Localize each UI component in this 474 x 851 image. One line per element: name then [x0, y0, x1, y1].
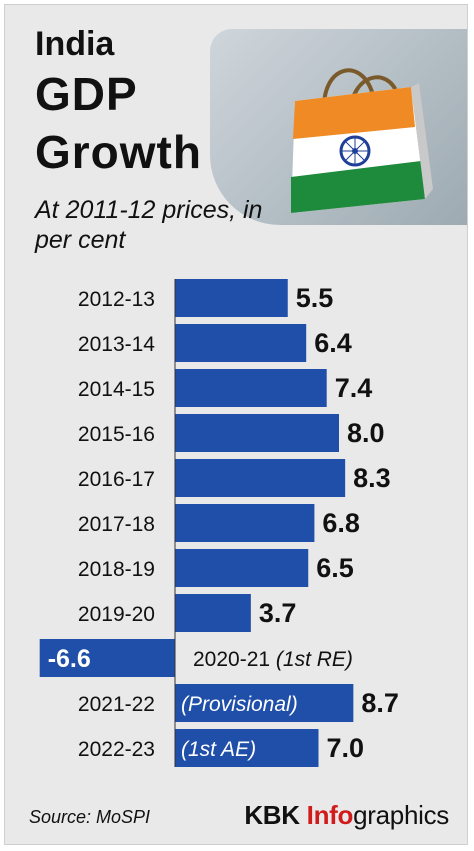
source-note: Source: MoSPI: [29, 807, 151, 827]
bar-2018-19: [175, 549, 309, 587]
year-label: 2015-16: [78, 423, 155, 446]
bar-2013-14: [175, 324, 307, 362]
bar-note: (1st RE): [276, 648, 353, 671]
brand-accent: Info: [306, 800, 354, 830]
bar-note: (Provisional): [181, 693, 298, 716]
bar-note: (1st AE): [181, 738, 256, 761]
value-label: 6.4: [314, 328, 352, 358]
brand-suffix: graphics: [353, 800, 449, 830]
bar-2015-16: [175, 414, 339, 452]
value-label: 8.7: [361, 688, 399, 718]
year-label: 2021-22: [78, 693, 155, 716]
title-line-3: Growth: [35, 126, 202, 178]
year-label: 2022-23: [78, 738, 155, 761]
year-label: 2014-15: [78, 378, 155, 401]
year-label: 2012-13: [78, 288, 155, 311]
year-label: 2013-14: [78, 333, 155, 356]
value-label: 6.5: [316, 553, 354, 583]
bar-2022-23: [175, 729, 319, 767]
value-label: 8.0: [347, 418, 385, 448]
year-label: 2016-17: [78, 468, 155, 491]
year-label: 2019-20: [78, 603, 155, 626]
bar-2017-18: [175, 504, 315, 542]
bar-2021-22: [175, 684, 354, 722]
brand-logo: KBK Infographics: [244, 800, 449, 831]
bar-2016-17: [175, 459, 346, 497]
value-label: 3.7: [259, 598, 297, 628]
brand-prefix: KBK: [244, 800, 307, 830]
value-label: 7.4: [335, 373, 373, 403]
subtitle: At 2011-12 prices, in per cent: [35, 196, 263, 254]
bar-2019-20: [175, 594, 251, 632]
year-label: 2018-19: [78, 558, 155, 581]
bar-2012-13: [175, 279, 288, 317]
title-line-1: India: [35, 25, 115, 63]
value-label: -6.6: [48, 645, 91, 673]
value-label: 5.5: [296, 283, 334, 313]
bar-2020-21: [39, 639, 176, 677]
shopping-bag-flag-icon: [291, 68, 433, 213]
infographic-frame: India GDP Growth At 2011-12 prices, in p…: [4, 4, 468, 845]
year-label: 2020-21 (1st RE): [193, 648, 353, 671]
gdp-bar-chart: 2012-13 5.5 2013-14 6.4 2014-15 7.4 2015-16 8.0…: [39, 279, 399, 767]
value-label: 6.8: [322, 508, 360, 538]
title-line-2: GDP: [35, 68, 138, 120]
value-label: 7.0: [327, 733, 365, 763]
value-label: 8.3: [353, 463, 391, 493]
bar-2014-15: [175, 369, 327, 407]
year-label: 2017-18: [78, 513, 155, 536]
